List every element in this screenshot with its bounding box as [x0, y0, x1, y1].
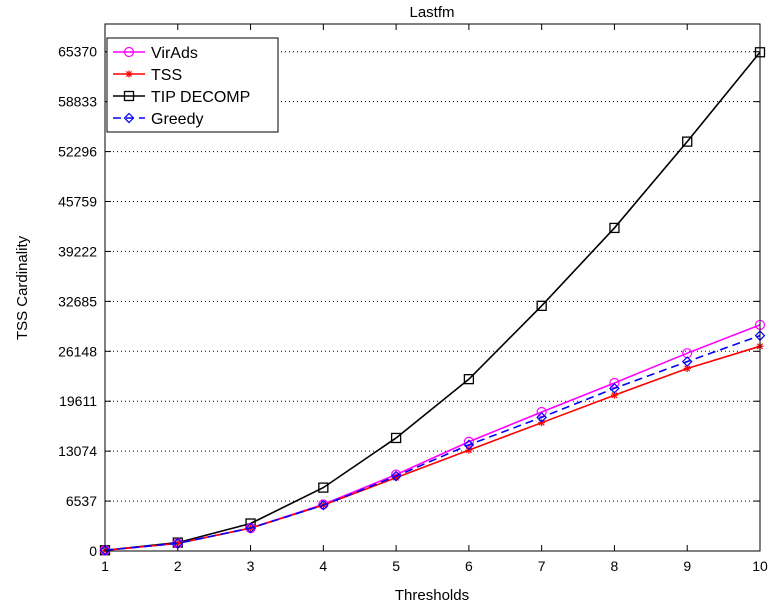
data-point-tip-decomp: [682, 136, 693, 147]
x-tick-label: 5: [392, 558, 400, 574]
y-axis-label: TSS Cardinality: [14, 235, 31, 340]
data-point-tip-decomp: [609, 222, 620, 234]
x-axis-label: Thresholds: [395, 587, 469, 604]
x-tick-label: 7: [538, 558, 546, 574]
legend-label: Greedy: [151, 111, 203, 128]
legend-item-greedy: Greedy: [113, 111, 203, 128]
y-tick-label: 0: [89, 543, 97, 559]
legend-label: TSS: [151, 67, 182, 84]
x-tick-label: 10: [752, 558, 768, 574]
data-point-tip-decomp: [463, 374, 475, 385]
data-point-tip-decomp: [390, 432, 402, 444]
legend-box: [106, 37, 279, 133]
y-tick-label: 32685: [58, 293, 97, 309]
data-point-greedy: [536, 411, 548, 423]
legend-swatch-marker: [123, 112, 135, 124]
legend-item-tip-decomp: TIP DECOMP: [113, 89, 250, 106]
x-tick-label: 4: [319, 558, 327, 574]
data-point-greedy: [609, 382, 620, 394]
y-tick-label: 65370: [58, 44, 97, 60]
x-tick-label: 3: [247, 558, 255, 574]
data-point-virads: [463, 436, 474, 447]
legend-label: TIP DECOMP: [151, 89, 250, 106]
data-point-tip-decomp: [536, 300, 547, 311]
legend-swatch-marker: [123, 90, 135, 102]
series-line-greedy: [104, 334, 761, 552]
x-tick-label: 6: [465, 558, 473, 574]
series-layer: [99, 47, 766, 556]
legend-swatch-marker: [125, 70, 133, 78]
x-tick-label: 9: [683, 558, 691, 574]
series-greedy: [99, 330, 766, 556]
legend: VirAds TSS TIP DECOMP Greedy: [106, 37, 279, 133]
data-point-greedy: [463, 439, 475, 451]
legend-label: VirAds: [151, 45, 198, 62]
series-tip-decomp: [99, 47, 766, 556]
axis-ticks: 0653713074196112614832685392224575952296…: [58, 24, 768, 574]
y-tick-label: 13074: [58, 443, 97, 459]
data-point-greedy: [245, 522, 256, 534]
y-tick-label: 52296: [58, 144, 97, 160]
plot-frame: [104, 23, 761, 552]
y-tick-label: 19611: [59, 393, 97, 409]
y-tick-label: 39222: [58, 243, 97, 259]
y-tick-label: 6537: [66, 493, 97, 509]
y-tick-label: 26148: [58, 343, 97, 359]
x-tick-label: 8: [611, 558, 619, 574]
data-point-greedy: [317, 499, 329, 511]
y-tick-label: 58833: [58, 94, 97, 110]
x-tick-label: 2: [174, 558, 182, 574]
series-line-tip-decomp: [104, 51, 761, 552]
data-point-greedy: [390, 470, 402, 482]
data-point-tip-decomp: [318, 482, 329, 493]
data-point-greedy: [681, 356, 693, 367]
data-point-greedy: [99, 544, 111, 556]
legend-item-virads: VirAds: [113, 45, 198, 62]
legend-swatch-marker: [123, 46, 135, 58]
y-tick-label: 45759: [58, 194, 97, 210]
x-tick-label: 1: [101, 558, 109, 574]
chart-title: Lastfm: [409, 4, 454, 21]
legend-item-tss: TSS: [113, 67, 182, 84]
